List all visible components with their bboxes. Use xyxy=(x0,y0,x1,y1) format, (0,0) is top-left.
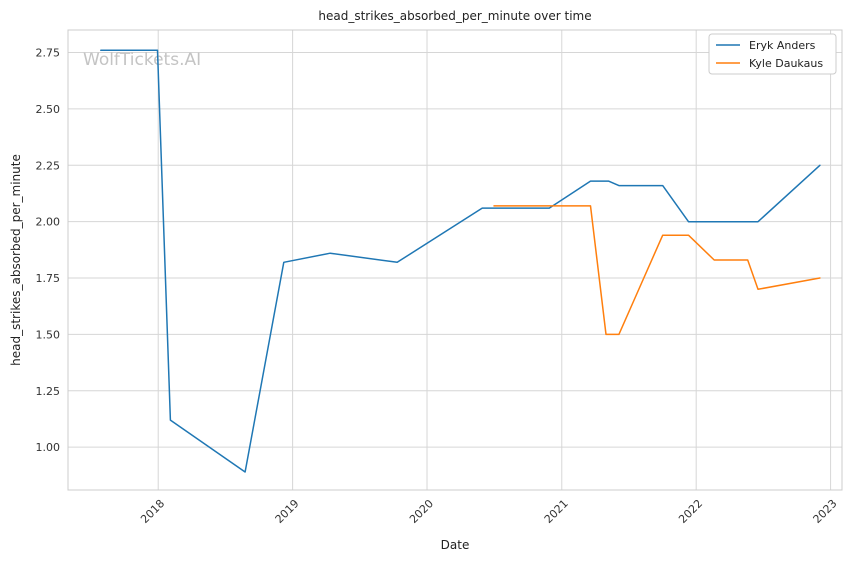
series-line-kyle-daukaus xyxy=(493,205,821,336)
x-tick-label: 2020 xyxy=(407,497,436,526)
x-axis-title: Date xyxy=(441,538,470,552)
watermark-text: WolfTickets.AI xyxy=(83,50,201,70)
series-line-eryk-anders xyxy=(100,49,821,473)
y-tick-label: 2.00 xyxy=(36,216,61,229)
x-tick-label: 2021 xyxy=(542,497,571,526)
y-tick-label: 2.75 xyxy=(36,47,61,60)
x-tick-label: 2023 xyxy=(811,497,840,526)
x-tick-label: 2022 xyxy=(676,497,705,526)
x-tick-label: 2019 xyxy=(273,497,302,526)
legend-label: Eryk Anders xyxy=(749,39,816,52)
x-tick-label: 2018 xyxy=(138,497,167,526)
y-axis: 1.00 1.25 1.50 1.75 2.00 2.25 2.50 2.75 xyxy=(36,47,61,455)
legend-frame xyxy=(708,33,837,75)
y-tick-label: 2.25 xyxy=(36,159,61,172)
y-tick-label: 1.75 xyxy=(36,272,61,285)
y-tick-label: 1.00 xyxy=(36,441,61,454)
y-tick-label: 1.50 xyxy=(36,328,61,341)
series-lines xyxy=(100,49,821,473)
y-tick-label: 2.50 xyxy=(36,103,61,116)
legend: Eryk Anders Kyle Daukaus xyxy=(708,33,837,75)
chart-title: head_strikes_absorbed_per_minute over ti… xyxy=(318,9,591,23)
plot-area-frame xyxy=(67,29,843,491)
y-tick-label: 1.25 xyxy=(36,385,61,398)
x-axis: 2018 2019 2020 2021 2022 2023 xyxy=(138,497,839,526)
y-axis-title: head_strikes_absorbed_per_minute xyxy=(9,154,23,366)
legend-label: Kyle Daukaus xyxy=(749,57,823,70)
